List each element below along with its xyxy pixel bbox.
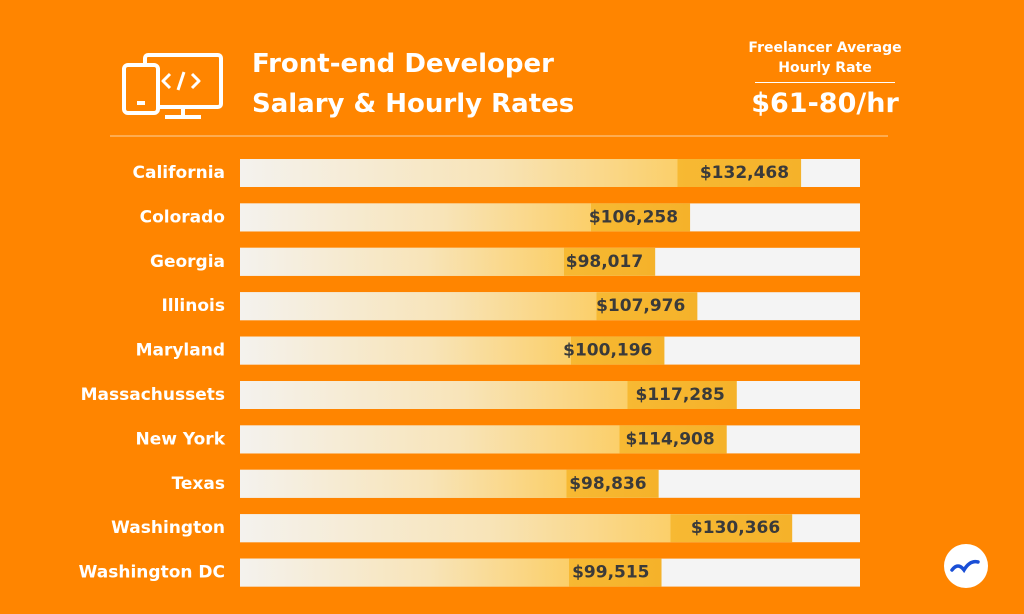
value-label: $107,976 (596, 296, 685, 316)
category-label: California (133, 163, 225, 183)
category-label: Massachussets (81, 385, 225, 405)
value-label: $106,258 (589, 207, 678, 227)
value-label: $98,836 (569, 474, 646, 494)
annotation-rule (755, 82, 895, 83)
annotation-text: $61-80/hr (751, 88, 899, 119)
bar (240, 514, 793, 543)
logo (944, 544, 988, 588)
value-label: $117,285 (636, 385, 725, 405)
value-label: $100,196 (563, 341, 652, 361)
category-label: Illinois (161, 296, 225, 316)
bar (240, 159, 802, 187)
value-label: $99,515 (572, 563, 649, 583)
bar (240, 425, 727, 454)
bar (240, 336, 665, 365)
chart-title: Front-end Developer Salary & Hourly Rate… (252, 49, 575, 119)
bar (240, 469, 659, 498)
value-label: $98,017 (566, 252, 643, 272)
value-label: $130,366 (691, 518, 780, 538)
value-label: $114,908 (625, 429, 714, 449)
category-label: Washington (111, 518, 225, 538)
bar (240, 247, 656, 276)
annotation-label: Freelancer Average Hourly Rate (748, 40, 902, 76)
bar (240, 203, 691, 232)
monitor-icon (122, 53, 223, 119)
value-label: $132,468 (700, 163, 789, 183)
category-label: Washington DC (79, 563, 225, 583)
bar (240, 558, 662, 587)
bar (240, 292, 698, 321)
bar (240, 381, 737, 409)
category-label: New York (136, 429, 226, 449)
category-label: Maryland (136, 341, 225, 361)
category-label: Georgia (150, 252, 225, 272)
category-label: Colorado (140, 207, 225, 227)
category-label: Texas (172, 474, 225, 494)
